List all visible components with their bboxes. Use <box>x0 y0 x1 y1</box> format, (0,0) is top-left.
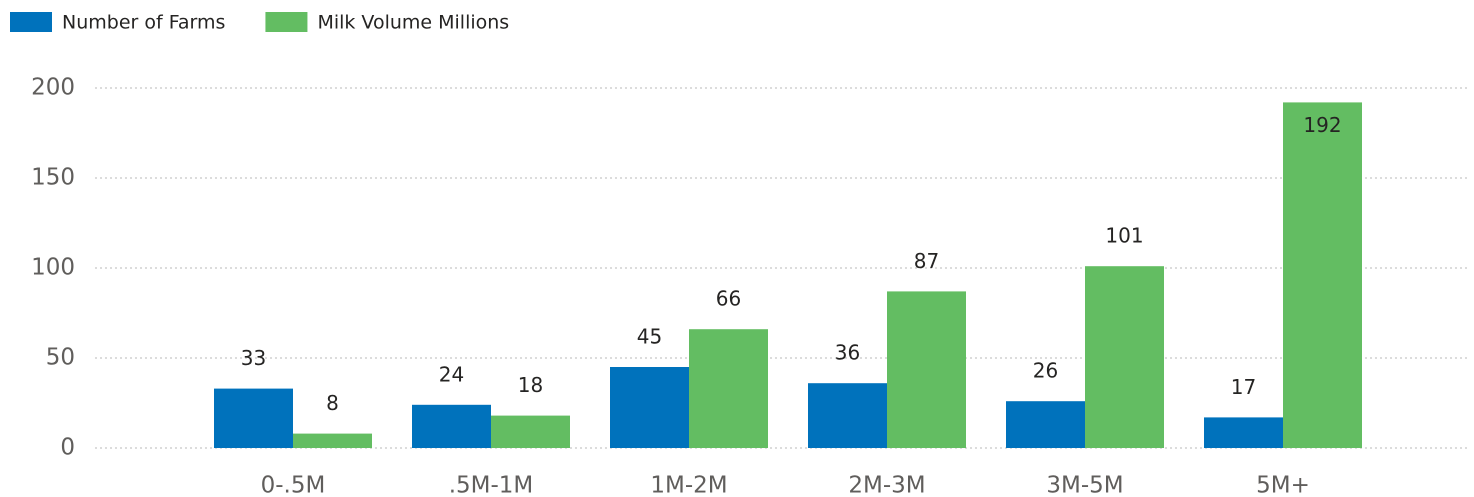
bar <box>1283 102 1362 449</box>
x-tick-label: 5M+ <box>1256 473 1310 497</box>
y-tick-label: 100 <box>31 255 75 281</box>
data-label: 45 <box>637 325 662 349</box>
x-tick-label: 1M-2M <box>650 473 727 497</box>
legend-label: Number of Farms <box>62 12 225 34</box>
bar <box>1006 401 1085 448</box>
data-label: 101 <box>1105 224 1143 248</box>
x-tick-label: 2M-3M <box>848 473 925 497</box>
bar <box>808 383 887 448</box>
legend-label: Milk Volume Millions <box>317 12 509 34</box>
bar <box>293 433 372 448</box>
bar <box>412 404 491 448</box>
x-tick-label: 3M-5M <box>1046 473 1123 497</box>
legend-swatch <box>265 12 308 32</box>
y-tick-label: 200 <box>31 75 75 101</box>
bar <box>1085 266 1164 448</box>
bar <box>214 388 293 448</box>
data-label: 192 <box>1303 113 1341 137</box>
x-tick-label: .5M-1M <box>449 473 534 497</box>
data-label: 26 <box>1033 359 1058 383</box>
y-tick-label: 150 <box>31 165 75 191</box>
x-tick-label: 0-.5M <box>261 473 326 497</box>
data-label: 8 <box>326 391 339 415</box>
bar <box>1204 417 1283 448</box>
data-label: 17 <box>1231 375 1256 399</box>
y-tick-label: 50 <box>46 345 75 371</box>
data-label: 87 <box>914 249 939 273</box>
bar <box>887 291 966 448</box>
bar <box>610 367 689 448</box>
data-label: 18 <box>518 373 543 397</box>
data-label: 36 <box>835 341 860 365</box>
data-label: 24 <box>439 362 464 386</box>
data-label: 66 <box>716 287 741 311</box>
data-label: 33 <box>241 346 266 370</box>
bar <box>689 329 768 448</box>
bar <box>491 415 570 448</box>
y-tick-label: 0 <box>60 435 75 461</box>
legend-swatch <box>10 12 52 32</box>
